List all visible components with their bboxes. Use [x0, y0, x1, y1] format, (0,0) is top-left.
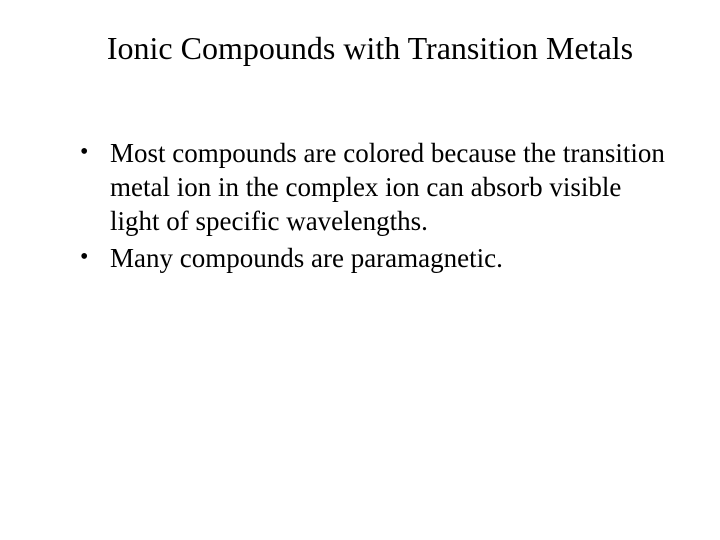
bullet-item: Many compounds are paramagnetic. — [80, 242, 670, 276]
bullet-list: Most compounds are colored because the t… — [50, 137, 670, 276]
slide-title: Ionic Compounds with Transition Metals — [50, 30, 670, 67]
bullet-item: Most compounds are colored because the t… — [80, 137, 670, 238]
